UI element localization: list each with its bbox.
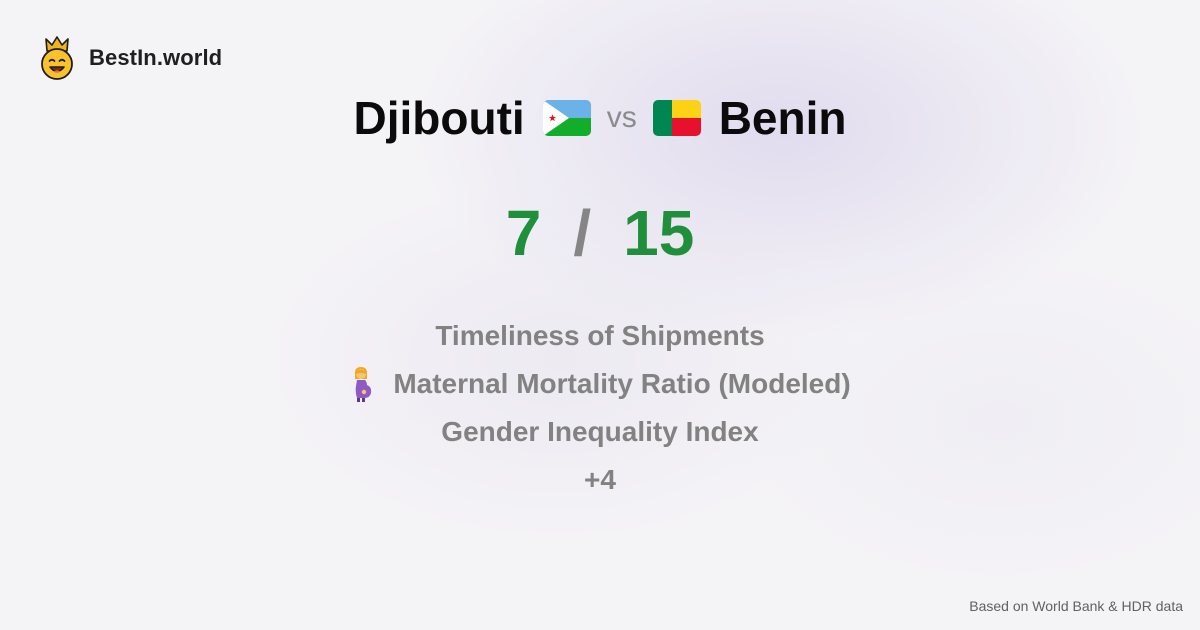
data-source-note: Based on World Bank & HDR data	[969, 598, 1183, 614]
country-a-name[interactable]: Djibouti	[353, 92, 525, 144]
score-separator: /	[573, 197, 592, 269]
score: 7 / 15	[0, 196, 1200, 270]
metric-label: Timeliness of Shipments	[435, 320, 765, 351]
more-metrics-count[interactable]: +4	[0, 456, 1200, 504]
crowned-smiley-icon	[41, 36, 73, 80]
vs-label: vs	[606, 101, 637, 134]
djibouti-flag-icon	[542, 100, 591, 136]
metric-label: Maternal Mortality Ratio (Modeled)	[393, 368, 851, 399]
metric-item[interactable]: Gender Inequality Index	[0, 408, 1200, 456]
country-b-name[interactable]: Benin	[718, 92, 847, 144]
comparison-title: Djibouti vs Benin	[0, 88, 1200, 148]
metric-item[interactable]: Timeliness of Shipments	[0, 312, 1200, 360]
score-a: 7	[505, 197, 542, 269]
brand-name: BestIn.world	[89, 45, 223, 70]
score-b: 15	[623, 197, 695, 269]
metric-list: Timeliness of Shipments Maternal Mortali…	[0, 312, 1200, 504]
pregnant-woman-icon	[355, 367, 372, 402]
brand[interactable]: BestIn.world	[38, 36, 222, 80]
more-metrics-label: +4	[584, 464, 616, 495]
metric-item[interactable]: Maternal Mortality Ratio (Modeled)	[0, 360, 1200, 408]
metric-label: Gender Inequality Index	[441, 416, 759, 447]
benin-flag-icon	[652, 100, 701, 136]
